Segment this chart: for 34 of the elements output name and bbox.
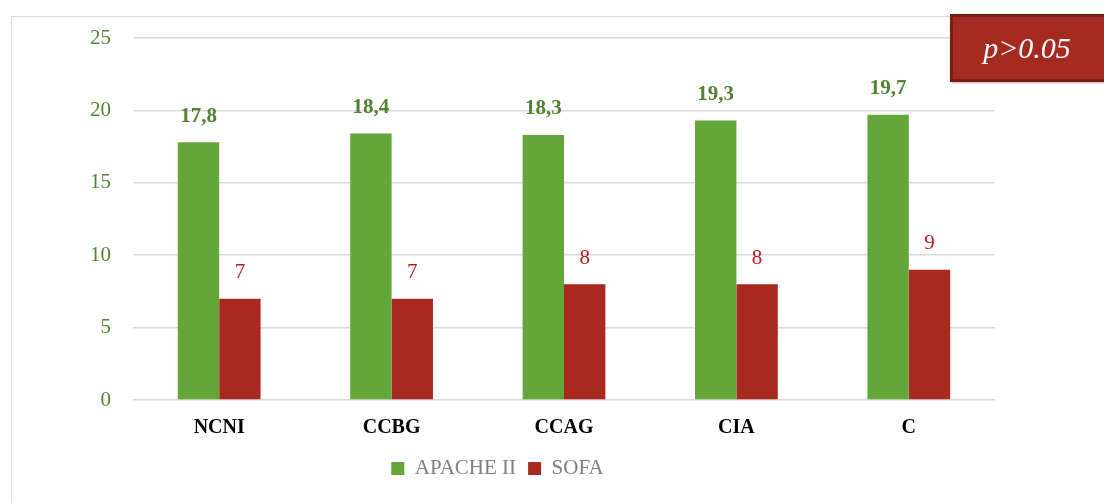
annotation: p>0.05 [983,31,1071,65]
legend-label: SOFA [551,455,605,480]
y-tick-label: 20 [90,96,111,121]
data-label: 8 [751,244,763,269]
data-label: 7 [407,259,418,284]
x-tick-label: CIA [718,415,756,438]
bar [177,142,220,400]
data-label: 19,7 [869,75,907,100]
y-tick-label: 25 [90,24,111,49]
bar [867,114,909,400]
bar [391,298,433,400]
bar [219,298,261,400]
y-tick-label: 5 [100,314,111,339]
data-label: 18,3 [524,95,562,120]
y-tick-label: 10 [90,241,111,266]
data-label: 9 [924,230,935,255]
bar [908,269,951,400]
x-tick-label: NCNI [193,415,245,438]
data-label: 7 [234,259,246,284]
bar [350,133,392,400]
y-tick-label: 0 [100,386,111,411]
data-label: 19,3 [697,80,735,105]
legend-label: APACHE II [414,455,517,480]
bar [736,284,778,400]
bar [564,284,606,400]
x-tick-label: C [901,415,917,438]
bar [695,120,737,400]
y-tick-label: 15 [90,169,111,194]
data-label: 8 [579,244,590,269]
x-tick-label: CCBG [362,415,421,438]
data-label: 18,4 [352,93,390,118]
bar [522,135,564,400]
x-tick-label: CCAG [534,415,594,438]
data-label: 17,8 [180,102,217,127]
